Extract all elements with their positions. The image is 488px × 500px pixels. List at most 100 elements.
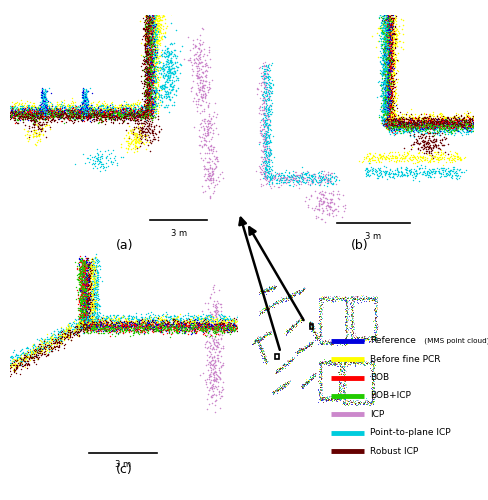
Point	[309, 328, 317, 336]
Point	[79, 88, 86, 96]
Point	[151, 14, 159, 22]
Point	[139, 102, 147, 110]
Point	[84, 109, 92, 117]
Point	[418, 134, 426, 142]
Point	[143, 12, 151, 20]
Point	[95, 280, 102, 288]
Point	[143, 114, 151, 122]
Point	[343, 314, 351, 322]
Point	[65, 109, 73, 117]
Point	[143, 93, 151, 101]
Point	[143, 40, 151, 48]
Point	[143, 96, 151, 104]
Point	[87, 300, 95, 308]
Point	[95, 316, 103, 324]
Point	[42, 348, 50, 356]
Point	[169, 314, 177, 322]
Point	[308, 180, 316, 188]
Point	[315, 202, 323, 210]
Point	[427, 154, 435, 162]
Point	[468, 119, 476, 127]
Point	[282, 176, 290, 184]
Point	[180, 328, 188, 336]
Point	[265, 102, 273, 110]
Point	[379, 14, 387, 22]
Point	[134, 106, 142, 114]
Point	[316, 368, 324, 376]
Point	[143, 66, 151, 74]
Point	[47, 334, 55, 342]
Point	[463, 106, 471, 114]
Point	[78, 288, 86, 296]
Point	[417, 118, 425, 126]
Point	[383, 102, 391, 110]
Point	[385, 101, 392, 109]
Point	[85, 286, 93, 294]
Point	[372, 318, 380, 326]
Point	[75, 268, 83, 276]
Point	[86, 117, 94, 125]
Point	[212, 304, 220, 312]
Point	[426, 122, 434, 130]
Point	[389, 21, 397, 29]
Point	[274, 179, 282, 187]
Point	[159, 318, 167, 326]
Point	[320, 360, 328, 368]
Point	[384, 26, 392, 34]
Point	[324, 294, 332, 302]
Point	[81, 107, 89, 115]
Point	[345, 399, 353, 407]
Point	[382, 18, 389, 26]
Point	[383, 65, 390, 73]
Point	[41, 98, 49, 106]
Point	[141, 131, 149, 139]
Point	[98, 102, 106, 110]
Point	[142, 34, 150, 42]
Point	[388, 106, 396, 114]
Point	[81, 266, 88, 274]
Point	[342, 332, 350, 340]
Point	[447, 122, 454, 130]
Point	[81, 287, 89, 295]
Point	[388, 8, 396, 16]
Point	[387, 60, 395, 68]
Point	[73, 115, 81, 123]
Point	[152, 324, 160, 332]
Point	[21, 112, 29, 120]
Point	[108, 326, 116, 334]
Point	[219, 385, 226, 393]
Point	[390, 77, 398, 85]
Point	[433, 116, 441, 124]
Point	[277, 296, 285, 304]
Point	[91, 322, 99, 330]
Point	[35, 104, 42, 112]
Point	[428, 116, 436, 124]
Point	[440, 118, 447, 126]
Point	[381, 36, 389, 44]
Point	[163, 48, 170, 56]
Point	[292, 288, 300, 296]
Point	[112, 316, 120, 324]
Point	[129, 136, 137, 144]
Point	[78, 292, 85, 300]
Point	[80, 274, 88, 282]
Point	[435, 125, 443, 133]
Point	[222, 316, 229, 324]
Point	[41, 102, 49, 110]
Point	[196, 120, 204, 128]
Point	[92, 304, 100, 312]
Point	[61, 109, 69, 117]
Point	[78, 112, 85, 120]
Point	[317, 324, 325, 332]
Point	[201, 176, 209, 184]
Point	[335, 372, 343, 380]
Point	[311, 324, 319, 332]
Point	[116, 321, 124, 329]
Point	[262, 166, 270, 173]
Point	[81, 292, 89, 300]
Point	[25, 110, 33, 118]
Point	[122, 105, 129, 113]
Point	[110, 327, 118, 335]
Point	[345, 397, 352, 405]
Point	[260, 354, 268, 362]
